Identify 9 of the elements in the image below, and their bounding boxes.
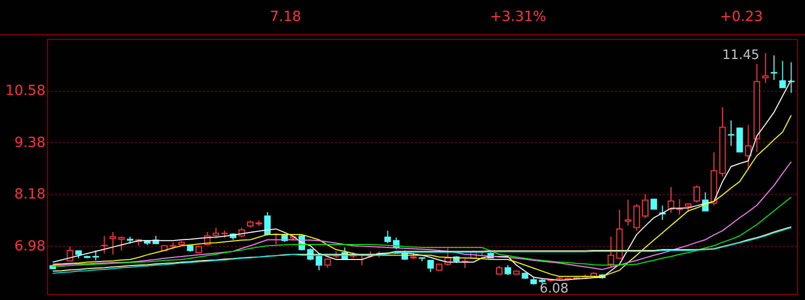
- text: +0.23: [720, 9, 763, 25]
- y-tick-label: 8.18: [14, 186, 46, 203]
- text: 7.18: [270, 9, 302, 25]
- y-tick-label: 9.38: [14, 134, 46, 151]
- annotation: 11.45: [722, 48, 760, 64]
- annotation: 6.08: [540, 282, 569, 297]
- y-tick-label: 10.58: [5, 83, 46, 100]
- text: +3.31%: [490, 9, 546, 25]
- y-tick-label: 6.98: [14, 238, 46, 254]
